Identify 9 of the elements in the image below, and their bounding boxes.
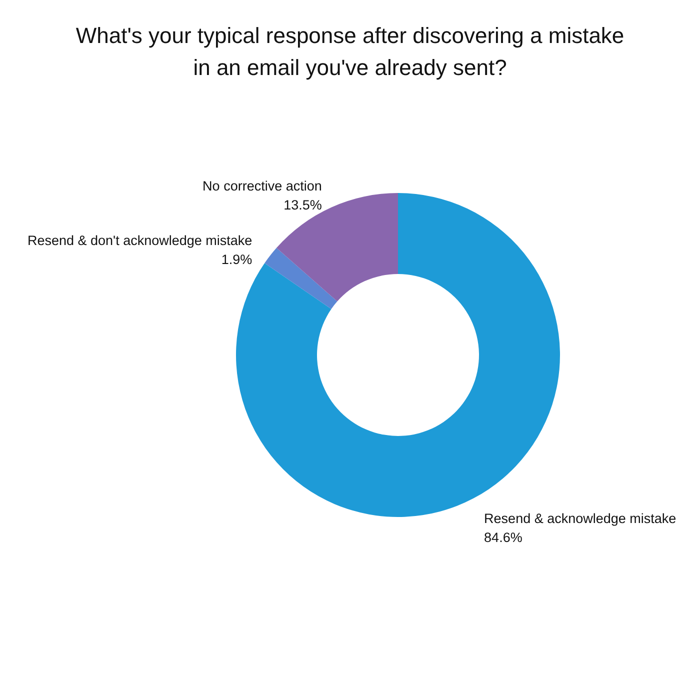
data-label: 84.6% — [484, 530, 522, 545]
data-label: 1.9% — [221, 252, 252, 268]
slice-label: No corrective action — [202, 178, 322, 194]
slice-label: Resend & don't acknowledge mistake — [27, 233, 252, 248]
data-label: 13.5% — [284, 197, 322, 212]
donut-slice — [264, 248, 338, 310]
donut-slice — [276, 193, 398, 302]
chart-title: What's your typical response after discovering a mistake in an email you've already sent? — [76, 23, 624, 80]
slice-label: Resend & acknowledge mistake — [484, 510, 676, 526]
